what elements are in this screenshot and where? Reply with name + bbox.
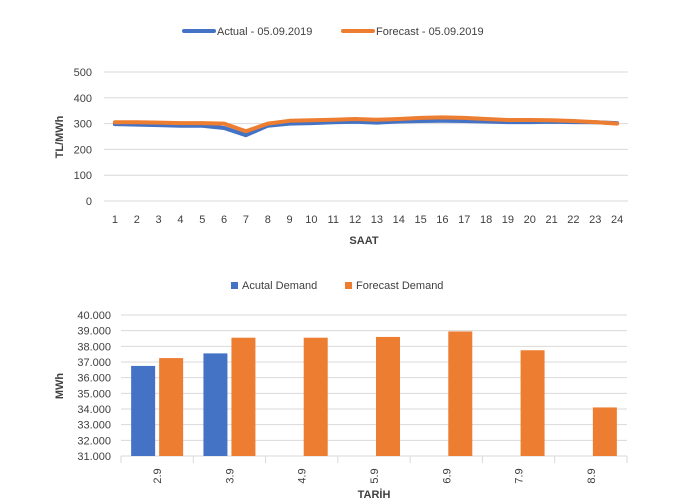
x-tick-label: 2.9 xyxy=(152,468,164,483)
y-tick-label: 38.000 xyxy=(77,341,111,353)
bar-forecast xyxy=(592,407,617,456)
bar-forecast xyxy=(520,350,545,456)
y-tick-label: 300 xyxy=(74,119,92,131)
x-tick-label: 3 xyxy=(156,214,162,226)
legend-label-bar-2: Forecast Demand xyxy=(356,280,443,292)
bar-legend: Acutal Demand Forecast Demand xyxy=(231,280,443,292)
y-tick-label: 35.000 xyxy=(77,388,111,400)
x-tick-label: 9 xyxy=(287,214,293,226)
x-tick-label: 14 xyxy=(393,214,405,226)
bar-actual xyxy=(131,365,156,456)
y-tick-label: 39.000 xyxy=(77,326,111,338)
bar-forecast xyxy=(303,337,328,456)
bar-chart: Acutal Demand Forecast Demand 31.000 32.000… xyxy=(54,280,628,501)
x-tick-label: 2 xyxy=(134,214,140,226)
bar-forecast xyxy=(376,336,400,456)
x-tick-label: 1 xyxy=(112,214,118,226)
x-tick-label: 10 xyxy=(305,214,317,226)
bar-forecast xyxy=(448,331,473,456)
x-tick-label: 24 xyxy=(611,214,623,226)
x-tick-label: 4.9 xyxy=(297,468,309,483)
x-tick-label: 11 xyxy=(328,214,339,226)
y-tick-label: 0 xyxy=(86,196,92,208)
x-tick-label: 5.9 xyxy=(369,468,381,483)
x-tick-label: 20 xyxy=(524,214,536,226)
y-axis-title: TL/MWh xyxy=(54,115,66,158)
x-tick-label: 23 xyxy=(589,214,601,226)
legend-swatch-bar-2 xyxy=(345,282,352,289)
y-tick-label: 40.000 xyxy=(77,310,111,322)
y-tick-label: 31.000 xyxy=(77,451,111,463)
x-axis-title: TARİH xyxy=(358,488,391,501)
legend-swatch-bar-1 xyxy=(231,282,238,289)
x-tick-label: 6.9 xyxy=(441,468,453,483)
x-tick-label: 19 xyxy=(502,214,514,226)
x-axis-title: SAAT xyxy=(349,235,378,247)
x-tick-label: 17 xyxy=(458,214,470,226)
x-tick-label: 4 xyxy=(177,214,183,226)
x-tick-label: 12 xyxy=(349,214,361,226)
x-tick-label: 22 xyxy=(567,214,579,226)
x-tick-label: 8 xyxy=(265,214,271,226)
legend-label-line-1: Actual - 05.09.2019 xyxy=(217,26,312,38)
series-line-1 xyxy=(112,118,620,138)
x-tick-label: 3.9 xyxy=(224,468,236,483)
y-tick-label: 100 xyxy=(74,170,92,182)
x-tick-label: 13 xyxy=(371,214,383,226)
y-axis-title: MWh xyxy=(54,373,66,400)
legend-label-line-2: Forecast - 05.09.2019 xyxy=(376,26,484,38)
y-tick-label: 36.000 xyxy=(77,373,111,385)
line-chart: Actual - 05.09.2019 Forecast - 05.09.2019… xyxy=(54,26,628,247)
legend-label-bar-1: Acutal Demand xyxy=(242,280,317,292)
bar-actual xyxy=(203,353,228,456)
x-tick-label: 6 xyxy=(221,214,227,226)
x-tick-label: 7 xyxy=(243,214,249,226)
x-tick-label: 7.9 xyxy=(514,468,526,483)
y-tick-label: 34.000 xyxy=(77,404,111,416)
y-tick-label: 32.000 xyxy=(77,435,111,447)
y-tick-label: 33.000 xyxy=(77,420,111,432)
bar-forecast xyxy=(231,337,256,456)
x-tick-label: 18 xyxy=(480,214,492,226)
series-line-2 xyxy=(112,115,620,134)
line-legend: Actual - 05.09.2019 Forecast - 05.09.2019 xyxy=(182,26,484,38)
x-tick-label: 15 xyxy=(414,214,426,226)
x-tick-label: 21 xyxy=(545,214,557,226)
y-tick-label: 200 xyxy=(74,144,92,156)
y-tick-label: 400 xyxy=(74,93,92,105)
y-tick-label: 37.000 xyxy=(77,357,111,369)
y-tick-label: 500 xyxy=(74,67,92,79)
x-tick-label: 8.9 xyxy=(586,468,598,483)
bar-forecast xyxy=(159,358,184,456)
x-tick-label: 5 xyxy=(199,214,205,226)
x-tick-label: 16 xyxy=(436,214,448,226)
